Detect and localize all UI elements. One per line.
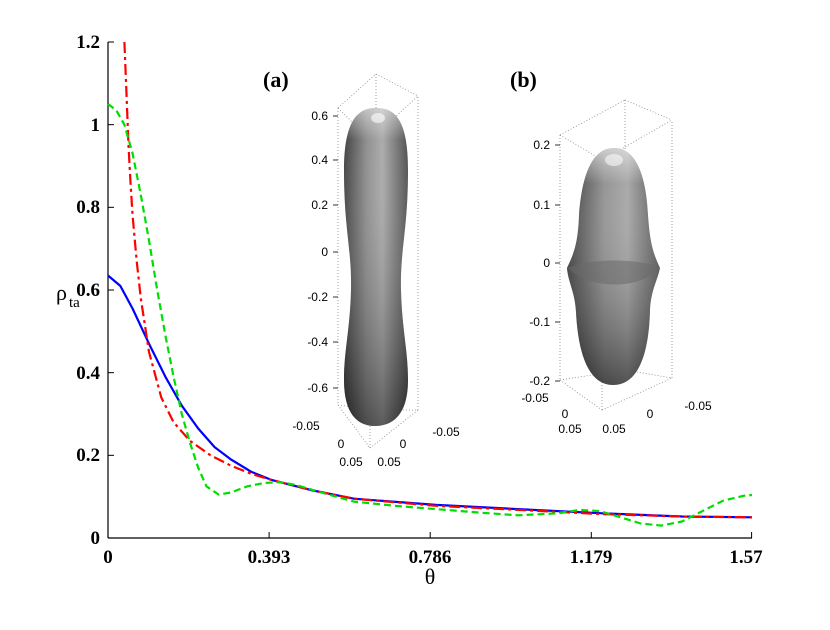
inset-a-ztick-label: -0.2	[307, 290, 328, 304]
y-tick-label: 0.4	[76, 363, 100, 384]
inset-a-base-tick-label: 0.05	[377, 455, 401, 469]
x-axis-label: θ	[425, 564, 436, 589]
x-tick-label: 0.786	[409, 547, 452, 568]
inset-b-zticks	[555, 144, 560, 382]
inset-b-ridge	[568, 260, 660, 285]
inset-a-base-tick-label: -0.05	[432, 425, 460, 439]
x-tick-label: 0.393	[248, 547, 291, 568]
y-tick-label: 0	[91, 528, 101, 549]
x-tick-label: 1.57	[729, 547, 763, 568]
inset-a-base-tick-label: 0.05	[339, 455, 363, 469]
x-tick-labels: 0 0.393 0.786 1.179 1.57	[103, 547, 763, 568]
series-line-red-dashdot	[123, 41, 753, 519]
inset-a-base-tick-label: 0	[338, 437, 345, 451]
inset-b-base-tick-label: 0.05	[602, 422, 626, 436]
y-tick-label: 1	[91, 115, 101, 136]
series-line-green-dashed	[107, 103, 753, 527]
inset-a-zticks	[333, 115, 338, 389]
inset-b: (b) 0.2 0.1 0 -0.1 -0	[510, 67, 712, 436]
inset-b-base-tick-label: -0.05	[684, 399, 712, 413]
inset-a-ztick-label: 0	[321, 245, 328, 259]
inset-b-base-tick-label: 0	[562, 407, 569, 421]
inset-b-label: (b)	[510, 67, 537, 92]
series-group	[107, 41, 753, 527]
inset-a-base-tick-label: 0	[400, 437, 407, 451]
inset-a-ztick-label: -0.4	[307, 335, 328, 349]
series-line-blue-solid	[107, 274, 753, 519]
y-axis-label: ρ ta	[56, 280, 80, 311]
y-tick-label: 0.6	[76, 280, 100, 301]
inset-a: (a) 0.6	[263, 67, 460, 469]
axes	[107, 41, 753, 539]
x-tick-label: 1.179	[570, 547, 613, 568]
inset-b-base-tick-label: 0	[647, 407, 654, 421]
y-tick-labels: 0 0.2 0.4 0.6 0.8 1 1.2	[76, 32, 100, 549]
inset-a-label: (a)	[263, 67, 289, 92]
y-tick-label: 0.2	[76, 445, 100, 466]
tick-marks	[107, 41, 753, 539]
y-axis-label-main: ρ	[56, 280, 67, 305]
inset-b-ztick-label: -0.2	[529, 374, 550, 388]
inset-b-ztick-label: 0	[543, 256, 550, 270]
inset-a-ztick-label: -0.6	[307, 381, 328, 395]
inset-b-ztick-label: 0.2	[533, 138, 550, 152]
inset-a-ztick-label: 0.4	[311, 153, 328, 167]
inset-a-ztick-label: 0.2	[311, 198, 328, 212]
y-tick-label: 0.8	[76, 197, 100, 218]
inset-b-base-tick-label: 0.05	[558, 422, 582, 436]
inset-a-base-tick-label: -0.05	[292, 419, 320, 433]
inset-a-shading	[344, 108, 408, 426]
x-tick-label: 0	[103, 547, 113, 568]
inset-b-base-tick-label: -0.05	[521, 391, 549, 405]
inset-b-highlight	[605, 154, 623, 166]
y-tick-label: 1.2	[76, 32, 100, 53]
y-axis-label-subscript: ta	[69, 295, 80, 311]
inset-b-ztick-label: -0.1	[529, 315, 550, 329]
inset-b-ztick-label: 0.1	[533, 198, 550, 212]
inset-a-ztick-label: 0.6	[311, 109, 328, 123]
inset-a-highlight	[371, 113, 385, 123]
